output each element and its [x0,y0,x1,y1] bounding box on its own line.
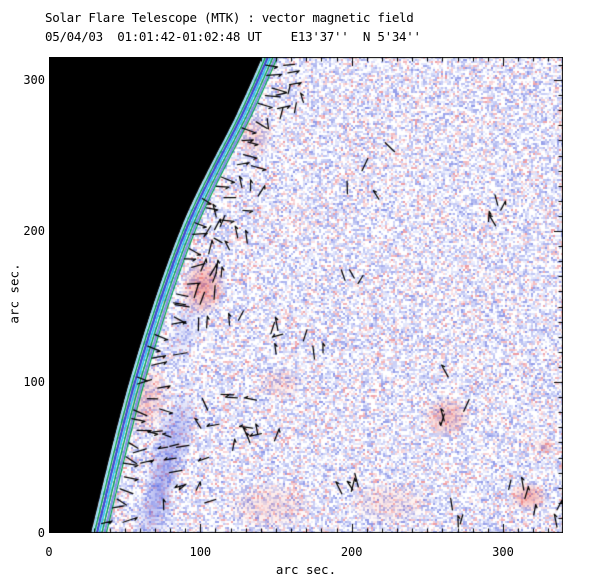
plot-canvas [49,57,563,533]
y-tick-label-100: 100 [23,375,45,389]
x-tick-label-100: 100 [189,545,212,559]
x-tick-label-300: 300 [492,545,514,559]
x-tick-label-0: 0 [45,545,53,559]
plot-subtitle: 05/04/03 01:01:42-01:02:48 UT E13'37'' N… [45,29,421,44]
y-tick-label-300: 300 [23,73,45,87]
y-axis-label: arc sec. [6,263,22,324]
y-tick-label-200: 200 [23,224,45,238]
y-tick-label-0: 0 [37,526,45,540]
x-tick-label-200: 200 [340,545,363,559]
x-axis-label: arc sec. [275,562,337,577]
plot-title: Solar Flare Telescope (MTK) : vector mag… [45,10,414,25]
